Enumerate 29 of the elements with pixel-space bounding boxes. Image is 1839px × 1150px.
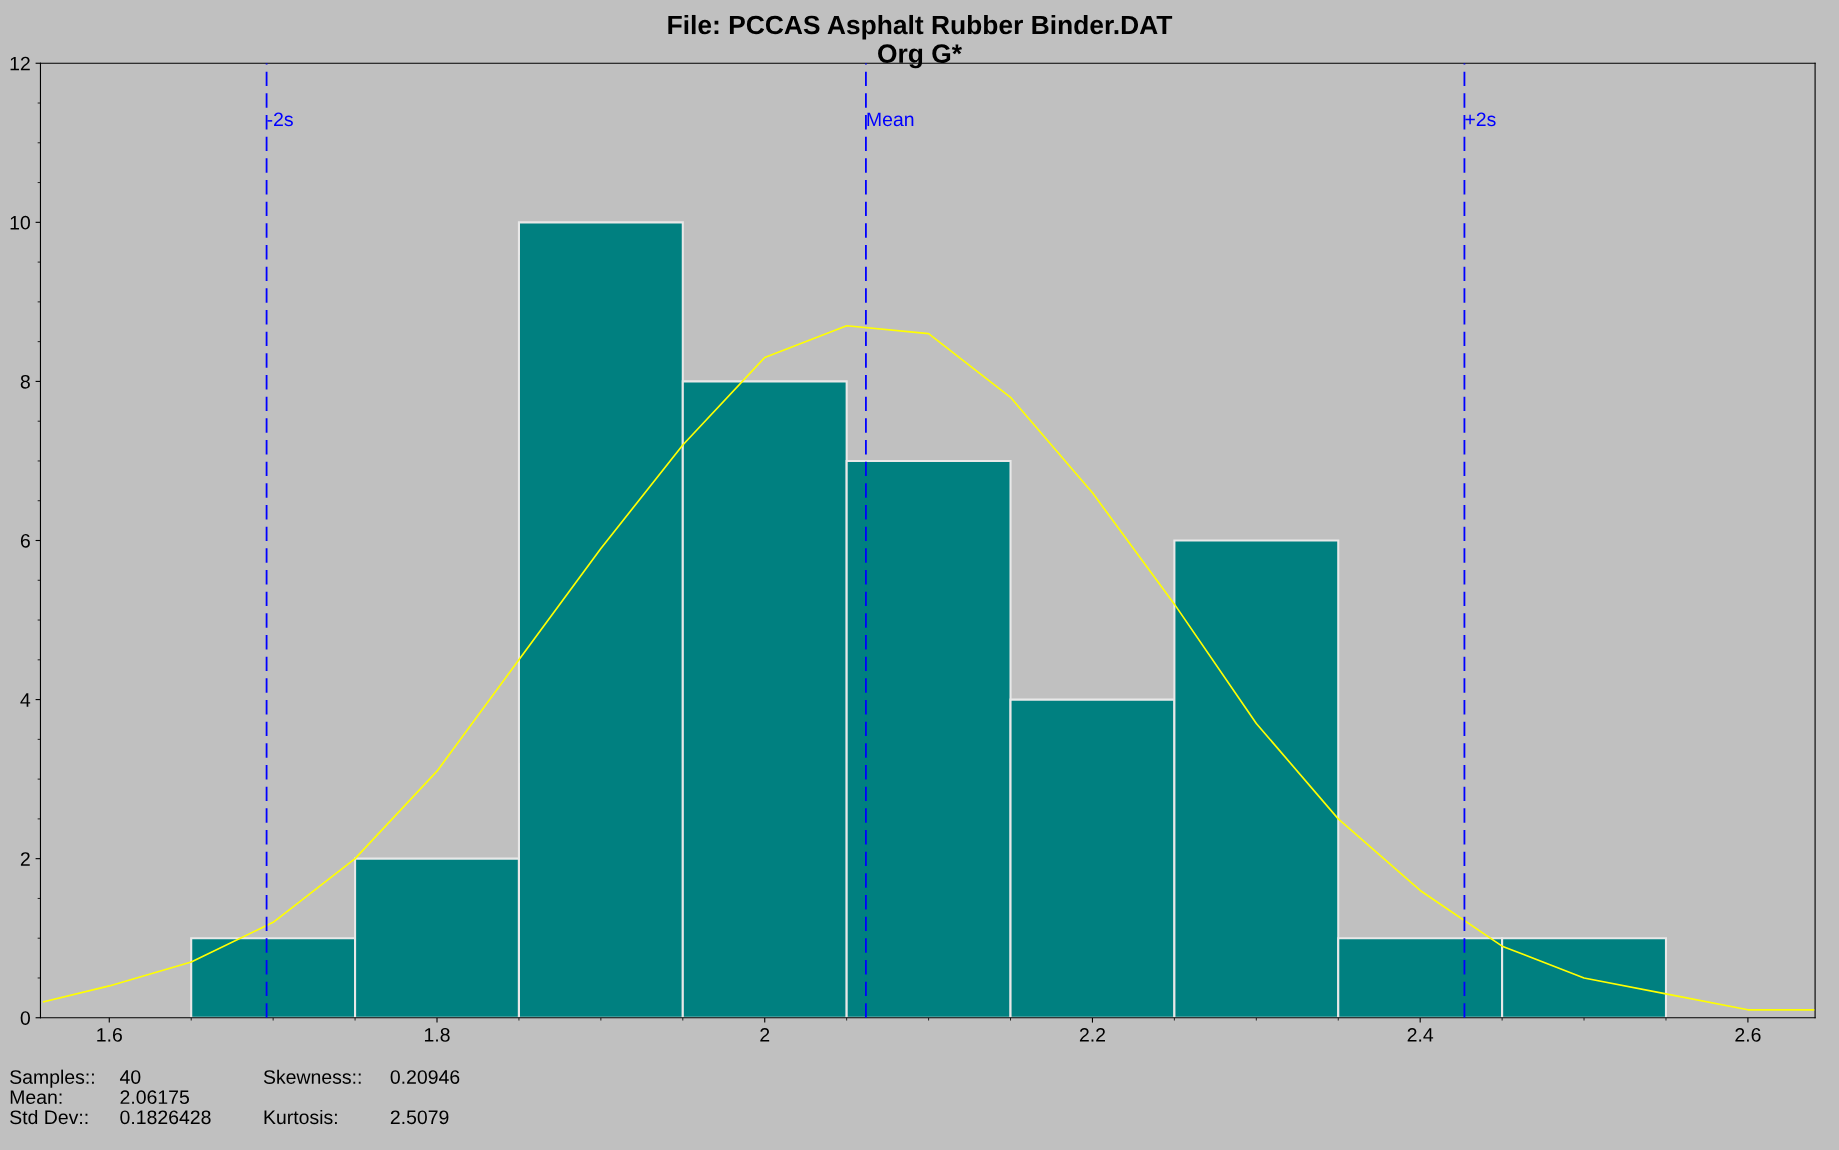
text: Skewness:: xyxy=(263,1069,361,1084)
text: 0.20946 xyxy=(390,1070,460,1084)
line-series xyxy=(42,324,1815,1011)
text: 2.06175 xyxy=(120,1090,190,1105)
x-tick-label: 1.8 xyxy=(424,1027,450,1042)
y-tick-label: 6 xyxy=(20,533,30,548)
ref-line-label: +2s xyxy=(1465,112,1496,127)
text: 40 xyxy=(119,1070,141,1084)
y-tick-label: 8 xyxy=(20,374,30,389)
text: Std Dev:: xyxy=(10,1109,88,1125)
x-tick-label: 2.2 xyxy=(1079,1027,1105,1042)
ref-line-label: Mean xyxy=(867,112,914,127)
text: Mean: xyxy=(10,1090,62,1105)
x-tick-label: 2 xyxy=(760,1027,770,1042)
y-tick-label: 0 xyxy=(20,1011,30,1025)
text: 2.5079 xyxy=(390,1110,449,1125)
y-tick-label: 10 xyxy=(10,215,30,230)
chart-subtitle: Org G* xyxy=(878,44,962,69)
x-tick-label: 2.6 xyxy=(1735,1027,1761,1042)
text: Kurtosis: xyxy=(264,1109,337,1125)
text: 0.1826428 xyxy=(120,1110,211,1125)
y-tick-label: 2 xyxy=(20,852,30,866)
ref-line-label: -2s xyxy=(267,112,293,127)
y-tick-label: 4 xyxy=(20,693,31,707)
text: Samples:: xyxy=(10,1069,94,1088)
x-tick-label: 2.4 xyxy=(1407,1027,1434,1042)
chart-title: File: PCCAS Asphalt Rubber Binder.DAT xyxy=(668,14,1173,40)
x-tick-label: 1.6 xyxy=(97,1027,122,1042)
y-tick-label: 12 xyxy=(10,56,30,71)
